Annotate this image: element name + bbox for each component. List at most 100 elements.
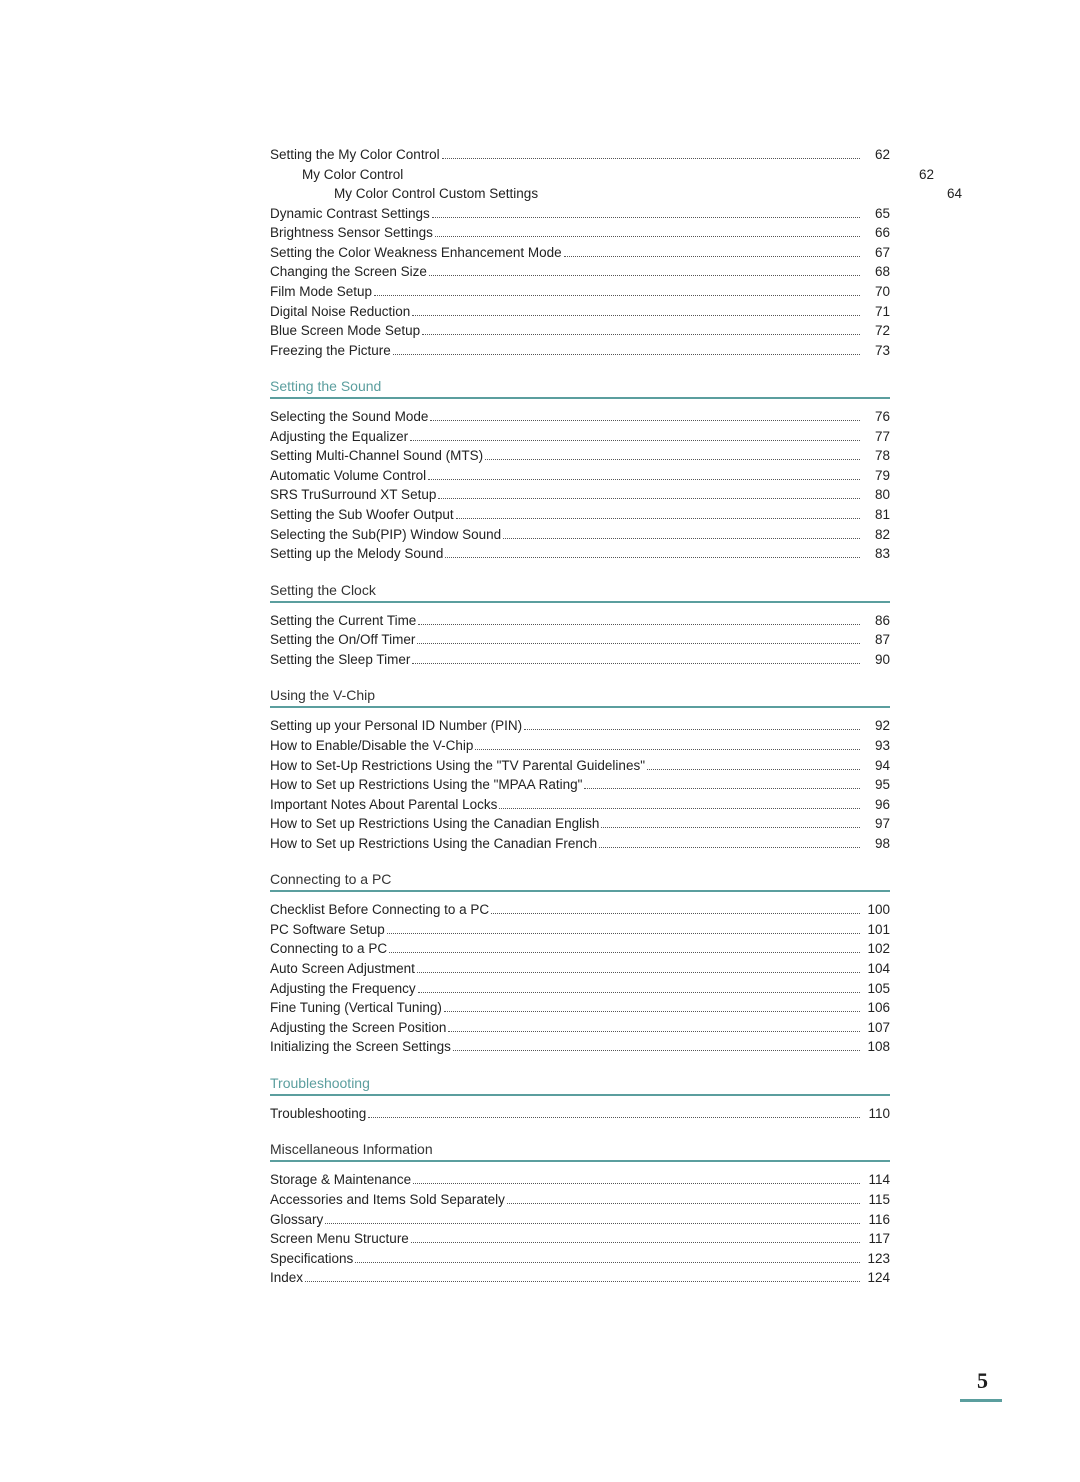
toc-entry-page: 76 [864, 407, 890, 427]
toc-content: Setting the My Color Control62My Color C… [270, 145, 890, 1288]
toc-entry: Setting the Color Weakness Enhancement M… [270, 243, 890, 263]
toc-entry: Film Mode Setup70 [270, 282, 890, 302]
toc-entry-title: Adjusting the Frequency [270, 979, 416, 999]
toc-entry: How to Set-Up Restrictions Using the "TV… [270, 756, 890, 776]
toc-entry-page: 102 [864, 939, 890, 959]
toc-entry: Connecting to a PC 102 [270, 939, 890, 959]
toc-entry-page: 114 [864, 1170, 890, 1190]
toc-entry: Setting up your Personal ID Number (PIN)… [270, 716, 890, 736]
toc-dots [411, 1242, 860, 1243]
toc-dots [428, 479, 860, 480]
toc-entry-page: 68 [864, 262, 890, 282]
toc-entry-page: 123 [864, 1249, 890, 1269]
toc-entry-title: Index [270, 1268, 303, 1288]
toc-entry-page: 105 [864, 979, 890, 999]
toc-dots [456, 518, 860, 519]
toc-entry-page: 101 [864, 920, 890, 940]
toc-dots [435, 236, 860, 237]
toc-entry-page: 72 [864, 321, 890, 341]
toc-entry: Troubleshooting 110 [270, 1104, 890, 1124]
toc-entry-page: 124 [864, 1268, 890, 1288]
toc-dots [387, 933, 860, 934]
toc-entry-title: Setting Multi-Channel Sound (MTS) [270, 446, 483, 466]
toc-entry-title: PC Software Setup [270, 920, 385, 940]
toc-dots [507, 1203, 860, 1204]
toc-subentry-title: My Color Control [302, 165, 403, 185]
toc-entry-page: 62 [864, 145, 890, 165]
toc-dots [355, 1262, 860, 1263]
toc-dots [599, 847, 860, 848]
toc-entry-page: 97 [864, 814, 890, 834]
toc-entry-title: Connecting to a PC [270, 939, 387, 959]
toc-subentry: My Color Control62 [270, 165, 890, 185]
toc-entry-page: 98 [864, 834, 890, 854]
toc-entry: Changing the Screen Size68 [270, 262, 890, 282]
toc-entry-title: Specifications [270, 1249, 353, 1269]
toc-entry-page: 82 [864, 525, 890, 545]
toc-entry-page: 106 [864, 998, 890, 1018]
toc-entry-page: 77 [864, 427, 890, 447]
toc-entry-page: 79 [864, 466, 890, 486]
toc-dots [410, 440, 860, 441]
toc-entry-title: Setting the Current Time [270, 611, 416, 631]
toc-dots [305, 1281, 860, 1282]
toc-entry-page: 94 [864, 756, 890, 776]
toc-entry-page: 70 [864, 282, 890, 302]
toc-dots [448, 1031, 860, 1032]
toc-entry-page: 108 [864, 1037, 890, 1057]
toc-entry: How to Set up Restrictions Using the Can… [270, 814, 890, 834]
toc-entry-title: Auto Screen Adjustment [270, 959, 415, 979]
toc-entry: Setting the Current Time86 [270, 611, 890, 631]
toc-entry-page: 117 [864, 1229, 890, 1249]
toc-entry: Auto Screen Adjustment104 [270, 959, 890, 979]
toc-dots [491, 913, 860, 914]
toc-entry-page: 81 [864, 505, 890, 525]
toc-entry-title: SRS TruSurround XT Setup [270, 485, 436, 505]
toc-entry: Adjusting the Frequency 105 [270, 979, 890, 999]
toc-entry-title: Setting the On/Off Timer [270, 630, 415, 650]
toc-entry-page: 78 [864, 446, 890, 466]
toc-dots [601, 827, 860, 828]
toc-dots [418, 624, 860, 625]
toc-entry: Glossary116 [270, 1210, 890, 1230]
toc-subentry-page: 62 [919, 165, 934, 185]
toc-entry-title: Selecting the Sub(PIP) Window Sound [270, 525, 501, 545]
toc-entry: How to Enable/Disable the V-Chip93 [270, 736, 890, 756]
toc-entry: Specifications 123 [270, 1249, 890, 1269]
toc-entry-title: How to Set up Restrictions Using the "MP… [270, 775, 582, 795]
toc-entry: Initializing the Screen Settings108 [270, 1037, 890, 1057]
toc-dots [417, 643, 860, 644]
toc-entry: PC Software Setup 101 [270, 920, 890, 940]
toc-entry-title: Troubleshooting [270, 1104, 366, 1124]
toc-entry-page: 65 [864, 204, 890, 224]
toc-dots [418, 992, 860, 993]
toc-entry-title: Fine Tuning (Vertical Tuning) [270, 998, 442, 1018]
toc-entry-title: Automatic Volume Control [270, 466, 426, 486]
toc-dots [444, 1011, 860, 1012]
toc-entry-title: Freezing the Picture [270, 341, 391, 361]
toc-entry-page: 73 [864, 341, 890, 361]
toc-entry: Index 124 [270, 1268, 890, 1288]
toc-entry: Freezing the Picture 73 [270, 341, 890, 361]
toc-entry: Blue Screen Mode Setup72 [270, 321, 890, 341]
toc-entry: Setting the Sub Woofer Output 81 [270, 505, 890, 525]
toc-entry-page: 110 [864, 1104, 890, 1124]
toc-dots [325, 1223, 860, 1224]
toc-entry-page: 100 [864, 900, 890, 920]
toc-entry: Setting Multi-Channel Sound (MTS) 78 [270, 446, 890, 466]
toc-entry-title: Digital Noise Reduction [270, 302, 410, 322]
toc-entry-page: 93 [864, 736, 890, 756]
toc-entry: Fine Tuning (Vertical Tuning) 106 [270, 998, 890, 1018]
toc-subentry-page: 64 [947, 184, 962, 204]
toc-entry-title: Screen Menu Structure [270, 1229, 409, 1249]
toc-entry: Adjusting the Screen Position107 [270, 1018, 890, 1038]
toc-dots [422, 334, 860, 335]
toc-dots [412, 315, 860, 316]
toc-entry-title: Setting the Sub Woofer Output [270, 505, 454, 525]
toc-dots [438, 498, 860, 499]
section-heading: Setting the Clock [270, 582, 890, 603]
toc-entry: Setting the My Color Control62 [270, 145, 890, 165]
toc-dots [503, 538, 860, 539]
toc-entry-page: 107 [864, 1018, 890, 1038]
toc-entry-page: 96 [864, 795, 890, 815]
